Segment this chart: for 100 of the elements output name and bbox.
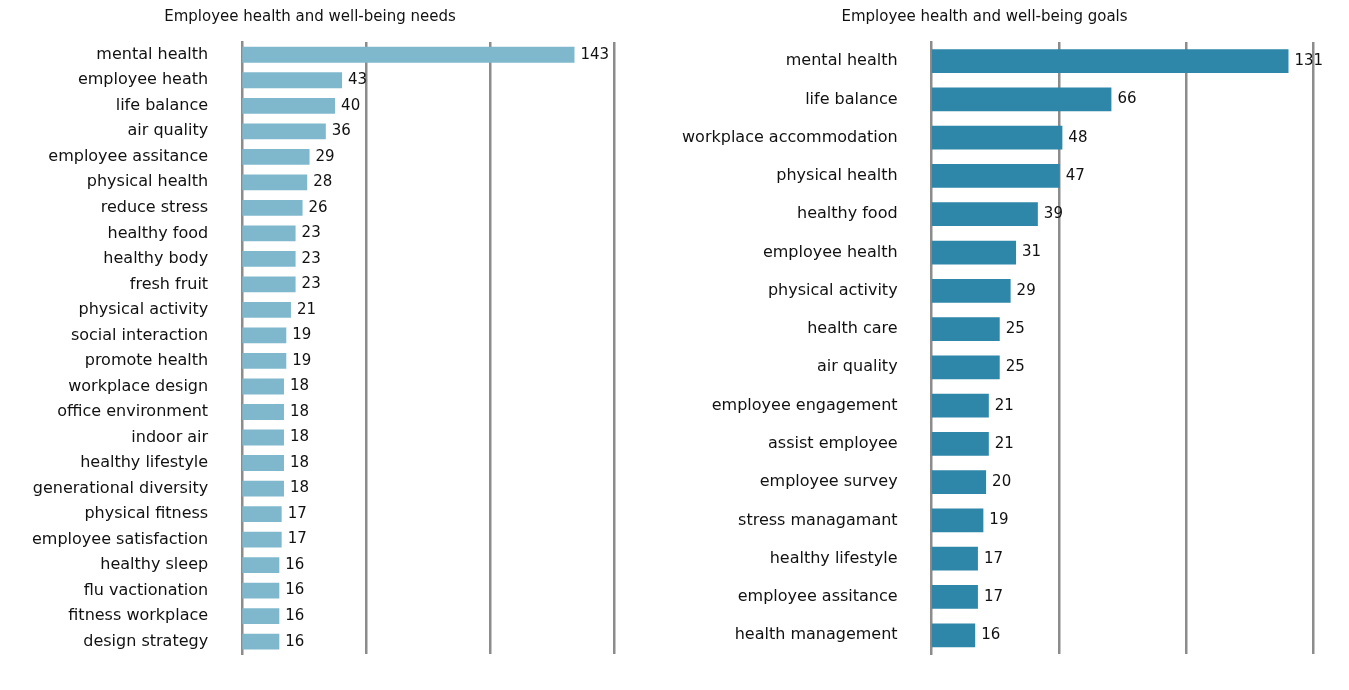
bar	[242, 199, 303, 216]
y-tick-label: reduce stress	[100, 197, 209, 217]
data-label: 131	[1294, 51, 1324, 70]
data-label: 19	[292, 350, 312, 369]
y-tick-label: physical health	[86, 171, 209, 191]
y-tick-label: employee heath	[77, 69, 209, 89]
y-tick-label: mental health	[96, 43, 209, 63]
chart-title: Employee health and well-being needs	[164, 6, 456, 25]
y-tick-label: air quality	[816, 356, 898, 376]
data-label: 19	[989, 510, 1009, 529]
data-label: 18	[289, 452, 310, 471]
y-tick-label: fitness workplace	[68, 605, 209, 625]
y-tick-label: healthy food	[107, 222, 209, 242]
y-tick-label: employee survey	[759, 471, 898, 491]
bar	[242, 404, 284, 420]
y-tick-label: generational diversity	[32, 477, 209, 497]
data-label: 48	[1068, 127, 1088, 146]
bar	[931, 623, 976, 648]
bar	[242, 531, 282, 548]
bar	[931, 585, 978, 609]
bar	[242, 506, 282, 522]
data-label: 18	[289, 401, 310, 420]
bar	[242, 429, 284, 446]
y-tick-label: promote health	[84, 350, 209, 370]
bar	[931, 164, 1060, 188]
data-label: 16	[285, 631, 305, 650]
data-label: 21	[994, 395, 1014, 414]
bar	[931, 125, 1063, 150]
y-tick-label: healthy lifestyle	[80, 452, 209, 472]
y-tick-label: flu vactionation	[83, 579, 209, 599]
bar	[931, 546, 978, 571]
bar	[242, 582, 280, 599]
y-tick-label: physical fitness	[84, 503, 209, 523]
y-tick-label: healthy lifestyle	[769, 547, 898, 567]
y-tick-label: life balance	[115, 94, 209, 114]
bar	[242, 123, 326, 140]
data-label: 143	[580, 44, 610, 63]
y-tick-label: workplace design	[68, 375, 209, 395]
y-tick-label: life balance	[805, 88, 898, 108]
y-tick-label: stress managamant	[738, 509, 898, 529]
data-label: 18	[289, 376, 310, 395]
data-label: 66	[1117, 89, 1137, 108]
data-label: 25	[1005, 357, 1025, 376]
bar	[931, 470, 987, 495]
bar	[242, 276, 296, 293]
y-tick-label: workplace accommodation	[682, 126, 898, 146]
bar	[242, 72, 343, 89]
bar	[242, 148, 310, 165]
data-label: 17	[287, 529, 307, 548]
data-label: 16	[285, 606, 305, 625]
y-tick-label: indoor air	[131, 426, 209, 446]
bar	[242, 225, 296, 242]
y-tick-label: air quality	[127, 120, 209, 140]
y-tick-label: mental health	[785, 50, 898, 70]
bar	[242, 46, 575, 63]
data-label: 36	[331, 121, 351, 140]
bar	[931, 355, 1000, 380]
data-label: 23	[301, 223, 321, 242]
y-tick-label: employee assitance	[48, 145, 209, 165]
data-label: 47	[1065, 165, 1085, 184]
y-tick-label: fresh fruit	[129, 273, 209, 293]
y-tick-label: design strategy	[83, 630, 209, 650]
data-label: 20	[992, 472, 1012, 491]
bar	[931, 317, 1000, 341]
data-label: 16	[285, 580, 305, 599]
data-label: 18	[289, 478, 310, 497]
bar	[242, 608, 280, 625]
bar	[931, 432, 989, 456]
bar	[931, 87, 1112, 112]
bar	[242, 250, 296, 267]
y-tick-label: employee satisfaction	[32, 528, 209, 548]
data-label: 16	[285, 554, 305, 573]
y-tick-label: employee health	[762, 241, 898, 261]
bar	[242, 455, 284, 471]
data-label: 28	[313, 172, 333, 191]
y-tick-label: social interaction	[70, 324, 209, 344]
y-tick-label: employee engagement	[711, 394, 898, 414]
y-tick-label: employee assitance	[737, 586, 898, 606]
chart-title: Employee health and well-being goals	[841, 6, 1128, 25]
bar	[931, 278, 1011, 303]
data-label: 29	[1016, 280, 1036, 299]
bar	[931, 202, 1038, 227]
data-label: 17	[983, 548, 1004, 567]
data-label: 25	[1005, 318, 1025, 337]
data-label: 23	[301, 248, 321, 267]
y-tick-label: office environment	[57, 401, 209, 421]
y-tick-label: healthy sleep	[100, 554, 209, 574]
bar	[242, 633, 280, 650]
bar	[242, 378, 284, 395]
data-label: 16	[981, 625, 1001, 644]
bar	[242, 353, 287, 369]
data-label: 21	[296, 299, 317, 318]
bar	[931, 508, 984, 533]
data-label: 26	[308, 197, 328, 216]
bar	[242, 302, 291, 318]
y-tick-label: healthy food	[797, 203, 898, 223]
data-label: 18	[289, 427, 310, 446]
y-tick-label: healthy body	[103, 248, 209, 268]
bar	[242, 174, 308, 191]
data-label: 21	[994, 433, 1014, 452]
